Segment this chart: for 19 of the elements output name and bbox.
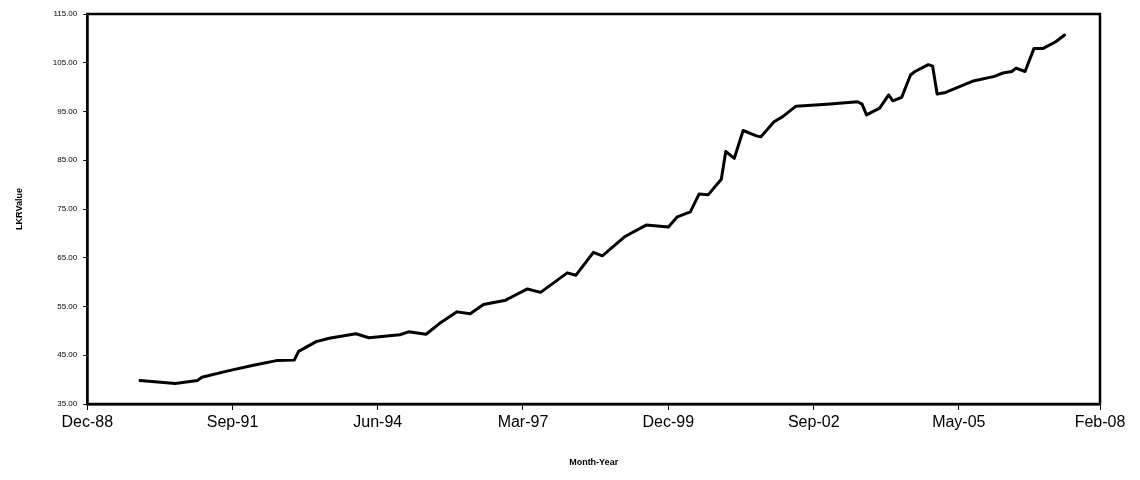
x-tick-label: Dec-88 <box>61 413 114 431</box>
y-tick-label: 35.00 <box>57 399 78 409</box>
x-tick-label: Feb-08 <box>1074 413 1126 431</box>
y-tick-label: 55.00 <box>57 301 78 311</box>
y-tick-label: 115.00 <box>53 9 78 19</box>
x-tick-label: Dec-99 <box>642 413 695 431</box>
y-tick-label: 105.00 <box>52 57 78 67</box>
x-tick-label: Sep-02 <box>787 413 840 431</box>
x-tick-label: Mar-97 <box>497 413 549 431</box>
y-tick-label: 45.00 <box>57 350 78 360</box>
y-tick-label: 65.00 <box>57 252 78 262</box>
x-tick-label: Sep-91 <box>206 413 259 431</box>
x-tick-label: Jun-94 <box>353 413 403 431</box>
x-axis-title: Month-Year <box>569 457 619 468</box>
y-tick-label: 75.00 <box>57 204 78 214</box>
y-axis-title: LKRValue <box>13 188 24 230</box>
y-tick-label: 85.00 <box>57 155 78 165</box>
x-tick-label: May-05 <box>932 413 986 431</box>
y-tick-label: 95.00 <box>57 106 78 116</box>
